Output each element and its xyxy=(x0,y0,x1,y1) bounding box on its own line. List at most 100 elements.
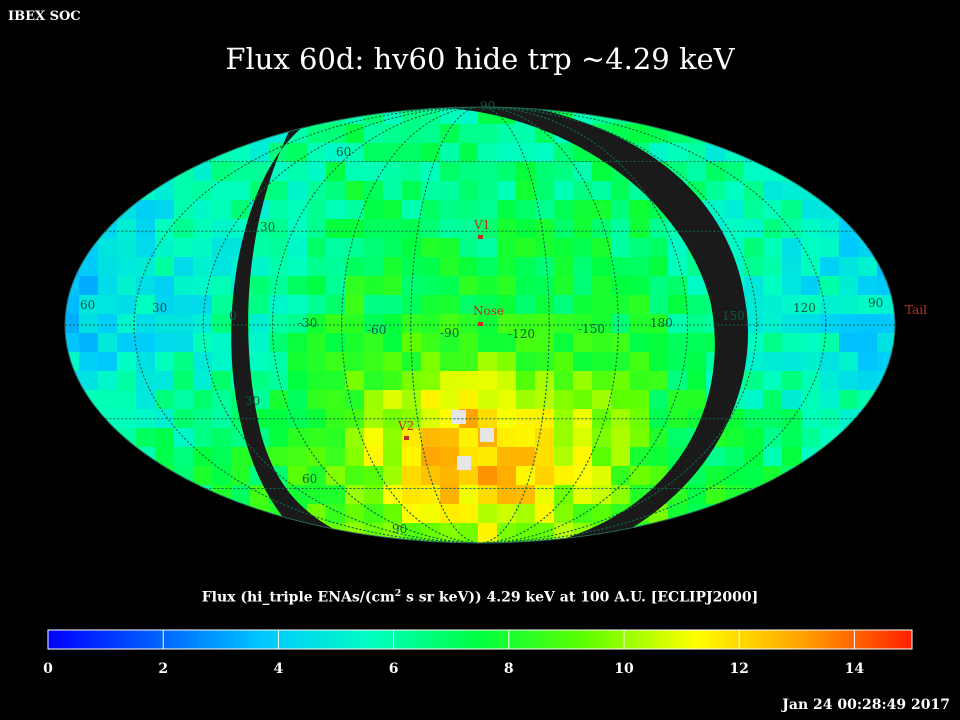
flux-pixel xyxy=(65,333,79,352)
flux-pixel xyxy=(250,371,269,390)
flux-pixel xyxy=(440,162,459,181)
flux-pixel xyxy=(554,542,573,543)
flux-pixel xyxy=(364,447,383,466)
flux-pixel xyxy=(668,143,687,162)
flux-pixel xyxy=(763,124,782,143)
flux-pixel xyxy=(516,124,535,143)
colorbar-tick-label: 8 xyxy=(503,661,514,677)
flux-pixel xyxy=(763,447,782,466)
colorbar-tick-label: 2 xyxy=(158,661,169,677)
flux-pixel xyxy=(763,333,782,352)
flux-pixel xyxy=(383,504,402,523)
flux-pixel xyxy=(535,143,554,162)
flux-pixel xyxy=(193,162,212,181)
flux-pixel xyxy=(288,295,307,314)
flux-pixel xyxy=(478,238,497,257)
flux-pixel xyxy=(668,523,687,542)
flux-pixel xyxy=(497,485,516,504)
flux-pixel xyxy=(763,162,782,181)
flux-pixel xyxy=(744,314,763,333)
flux-pixel xyxy=(250,523,269,542)
flux-pixel xyxy=(706,466,725,485)
flux-pixel xyxy=(877,181,895,200)
flux-pixel xyxy=(459,466,478,485)
flux-pixel xyxy=(839,219,858,238)
flux-pixel xyxy=(554,371,573,390)
flux-pixel xyxy=(592,238,611,257)
flux-pixel xyxy=(592,257,611,276)
flux-pixel xyxy=(383,238,402,257)
flux-pixel xyxy=(307,352,326,371)
flux-pixel xyxy=(839,523,858,542)
flux-pixel xyxy=(79,162,98,181)
flux-pixel xyxy=(877,107,895,124)
flux-pixel xyxy=(383,333,402,352)
flux-pixel xyxy=(402,409,421,428)
flux-pixel xyxy=(478,314,497,333)
flux-pixel xyxy=(212,143,231,162)
flux-pixel xyxy=(820,523,839,542)
flux-pixel xyxy=(364,257,383,276)
flux-pixel xyxy=(288,200,307,219)
flux-pixel xyxy=(858,447,877,466)
flux-pixel xyxy=(592,219,611,238)
flux-pixel xyxy=(231,523,250,542)
flux-pixel xyxy=(345,107,364,124)
flux-pixel xyxy=(478,504,497,523)
flux-pixel xyxy=(896,447,915,466)
flux-pixel xyxy=(725,219,744,238)
flux-pixel xyxy=(345,181,364,200)
flux-pixel xyxy=(288,523,307,542)
flux-pixel xyxy=(65,257,79,276)
flux-pixel xyxy=(554,276,573,295)
flux-pixel xyxy=(630,107,649,124)
flux-pixel xyxy=(554,143,573,162)
flux-pixel xyxy=(573,314,592,333)
flux-pixel xyxy=(687,124,706,143)
flux-pixel xyxy=(535,333,554,352)
flux-pixel xyxy=(782,390,801,409)
flux-pixel xyxy=(193,107,212,124)
flux-pixel xyxy=(497,238,516,257)
flux-pixel xyxy=(326,200,345,219)
flux-pixel xyxy=(516,352,535,371)
flux-pixel xyxy=(288,371,307,390)
flux-pixel xyxy=(535,485,554,504)
flux-pixel xyxy=(345,238,364,257)
flux-pixel xyxy=(592,485,611,504)
flux-pixel xyxy=(725,124,744,143)
colorbar-tick-label: 0 xyxy=(43,661,53,677)
flux-pixel xyxy=(383,542,402,543)
flux-pixel xyxy=(402,333,421,352)
flux-pixel xyxy=(117,466,136,485)
flux-pixel xyxy=(516,219,535,238)
flux-pixel xyxy=(763,352,782,371)
flux-pixel xyxy=(136,333,155,352)
flux-pixel xyxy=(630,390,649,409)
flux-pixel xyxy=(174,143,193,162)
flux-pixel xyxy=(231,485,250,504)
flux-pixel xyxy=(383,409,402,428)
flux-pixel xyxy=(383,447,402,466)
flux-pixel xyxy=(136,143,155,162)
flux-pixel xyxy=(573,238,592,257)
flux-pixel xyxy=(174,371,193,390)
longitude-label: 30 xyxy=(152,301,167,315)
flux-pixel xyxy=(193,371,212,390)
flux-pixel xyxy=(459,352,478,371)
flux-pixel xyxy=(820,181,839,200)
flux-pixel xyxy=(877,143,895,162)
flux-pixel xyxy=(402,447,421,466)
flux-pixel xyxy=(877,276,895,295)
flux-pixel xyxy=(668,333,687,352)
flux-pixel xyxy=(307,257,326,276)
flux-pixel xyxy=(573,485,592,504)
flux-pixel xyxy=(231,200,250,219)
flux-pixel xyxy=(250,314,269,333)
flux-pixel xyxy=(744,162,763,181)
flux-pixel xyxy=(250,352,269,371)
flux-pixel xyxy=(421,466,440,485)
flux-pixel xyxy=(212,257,231,276)
flux-pixel xyxy=(98,276,117,295)
timestamp: Jan 24 00:28:49 2017 xyxy=(782,697,950,713)
